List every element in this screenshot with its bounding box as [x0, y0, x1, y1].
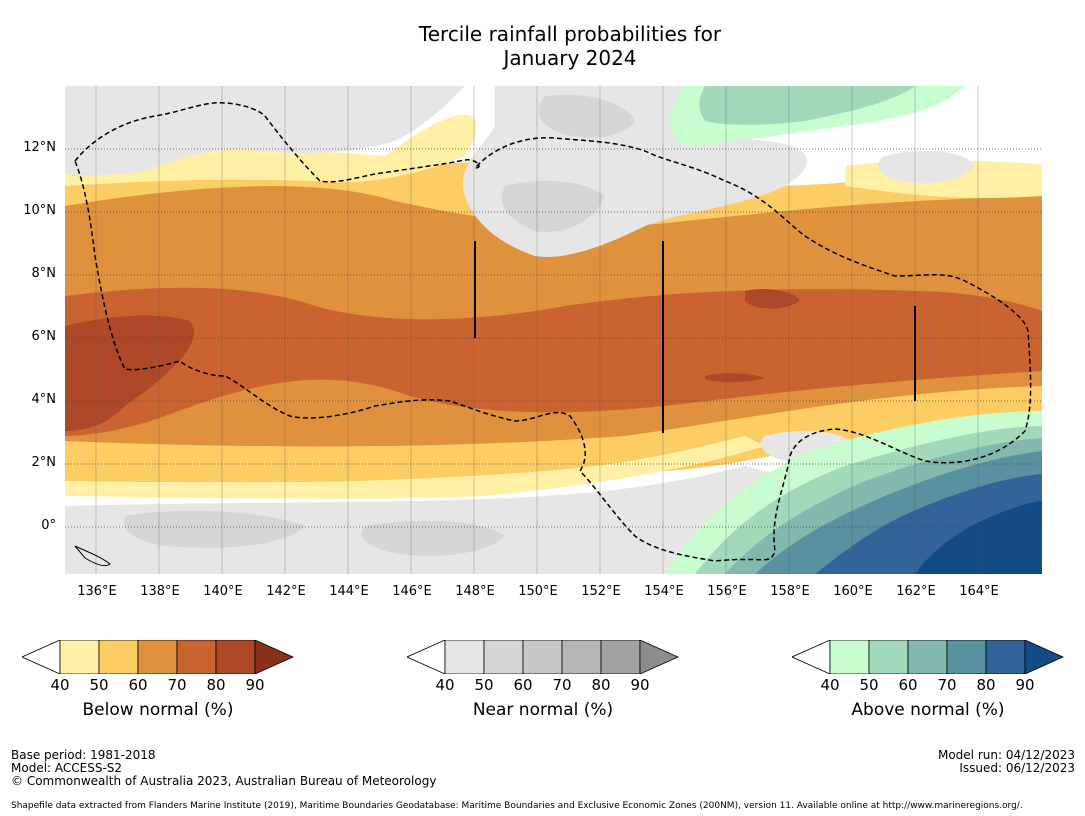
x-tick-164: 164°E: [959, 584, 999, 599]
cbar-above-swatch-5: [985, 639, 1026, 675]
cbar-below-swatch-5: [215, 639, 256, 675]
base-period: Base period: 1981-2018: [11, 748, 156, 762]
cbar-near-tick: 50: [474, 676, 494, 694]
issued-date: Issued: 06/12/2023: [959, 761, 1075, 775]
colorbar-near-ticks: 40 50 60 70 80 90: [407, 676, 679, 696]
colorbar-above-ticks: 40 50 60 70 80 90: [792, 676, 1064, 696]
model-name: Model: ACCESS-S2: [11, 761, 123, 775]
cbar-below-tick: 70: [167, 676, 187, 694]
y-tick-10n: 10°N: [23, 203, 56, 218]
colorbar-below: [21, 639, 294, 675]
cbar-near-swatch-4: [561, 639, 602, 675]
x-tick-138: 138°E: [140, 584, 180, 599]
y-tick-12n: 12°N: [23, 140, 56, 155]
cbar-below-swatch-2: [98, 639, 139, 675]
x-tick-136: 136°E: [77, 584, 117, 599]
cbar-above-swatch-2: [868, 639, 909, 675]
cbar-below-swatch-1: [59, 639, 100, 675]
cbar-below-tick: 60: [128, 676, 148, 694]
cbar-above-tick: 80: [976, 676, 996, 694]
title-line-1: Tercile rainfall probabilities for: [418, 22, 722, 46]
x-tick-146: 146°E: [392, 584, 432, 599]
cbar-below-tick: 80: [206, 676, 226, 694]
x-tick-152: 152°E: [581, 584, 621, 599]
colorbar-above-title: Above normal (%): [851, 700, 1005, 720]
colorbar-near-title: Near normal (%): [472, 700, 614, 720]
x-tick-162: 162°E: [896, 584, 936, 599]
x-tick-156: 156°E: [707, 584, 747, 599]
cbar-above-tick: 60: [898, 676, 918, 694]
cbar-near-swatch-3: [522, 639, 563, 675]
cbar-near-tick: 80: [591, 676, 611, 694]
cbar-above-tick: 40: [820, 676, 840, 694]
cbar-below-tick: 90: [245, 676, 265, 694]
latitude-lines: [65, 148, 1042, 528]
copyright: © Commonwealth of Australia 2023, Austra…: [11, 774, 437, 788]
eez-boundary: [74, 102, 1032, 562]
footer-left: Base period: 1981-2018 Model: ACCESS-S2 …: [11, 749, 436, 788]
cbar-above-swatch-3: [907, 639, 948, 675]
cbar-below-swatch-4: [176, 639, 217, 675]
cbar-near-tick: 40: [435, 676, 455, 694]
colorbar-below-ticks: 40 50 60 70 80 90: [22, 676, 294, 696]
y-tick-0: 0°: [41, 518, 56, 533]
model-run: Model run: 04/12/2023: [937, 748, 1075, 762]
title-line-2: January 2024: [503, 46, 637, 70]
x-tick-148: 148°E: [455, 584, 495, 599]
cbar-above-swatch-6: [1024, 639, 1064, 675]
x-tick-144: 144°E: [329, 584, 369, 599]
cbar-near-swatch-2: [483, 639, 524, 675]
x-tick-160: 160°E: [833, 584, 873, 599]
probability-map: [65, 86, 1042, 574]
cbar-below-tick: 50: [89, 676, 109, 694]
colorbar-below-title: Below normal (%): [82, 700, 234, 720]
y-tick-4n: 4°N: [31, 392, 57, 407]
x-tick-150: 150°E: [518, 584, 558, 599]
x-tick-142: 142°E: [266, 584, 306, 599]
cbar-near-tick: 70: [552, 676, 572, 694]
cbar-near-swatch-6: [639, 639, 679, 675]
chart-title: Tercile rainfall probabilities for Janua…: [0, 22, 1085, 70]
cbar-above-swatch-4: [946, 639, 987, 675]
cbar-near-swatch-1: [444, 639, 485, 675]
cbar-above-swatch-1: [829, 639, 870, 675]
colorbar-near: [406, 639, 679, 675]
boundary-segments: [474, 241, 916, 433]
colorbar-above: [791, 639, 1064, 675]
y-tick-2n: 2°N: [31, 455, 57, 470]
shapefile-credit: Shapefile data extracted from Flanders M…: [11, 801, 1023, 811]
cbar-below-swatch-6: [254, 639, 294, 675]
cbar-near-tick: 60: [513, 676, 533, 694]
cbar-above-tick: 90: [1015, 676, 1035, 694]
island-outline: [74, 545, 111, 567]
cbar-near-tick: 90: [630, 676, 650, 694]
y-tick-6n: 6°N: [31, 329, 57, 344]
x-tick-140: 140°E: [203, 584, 243, 599]
map-canvas: [65, 86, 1042, 574]
x-tick-158: 158°E: [770, 584, 810, 599]
cbar-below-tick: 40: [50, 676, 70, 694]
cbar-above-tick: 70: [937, 676, 957, 694]
cbar-above-tick: 50: [859, 676, 879, 694]
cbar-near-swatch-5: [600, 639, 641, 675]
x-tick-154: 154°E: [644, 584, 684, 599]
cbar-below-swatch-3: [137, 639, 178, 675]
y-tick-8n: 8°N: [31, 266, 57, 281]
footer-right: Model run: 04/12/2023 Issued: 06/12/2023: [938, 749, 1075, 775]
